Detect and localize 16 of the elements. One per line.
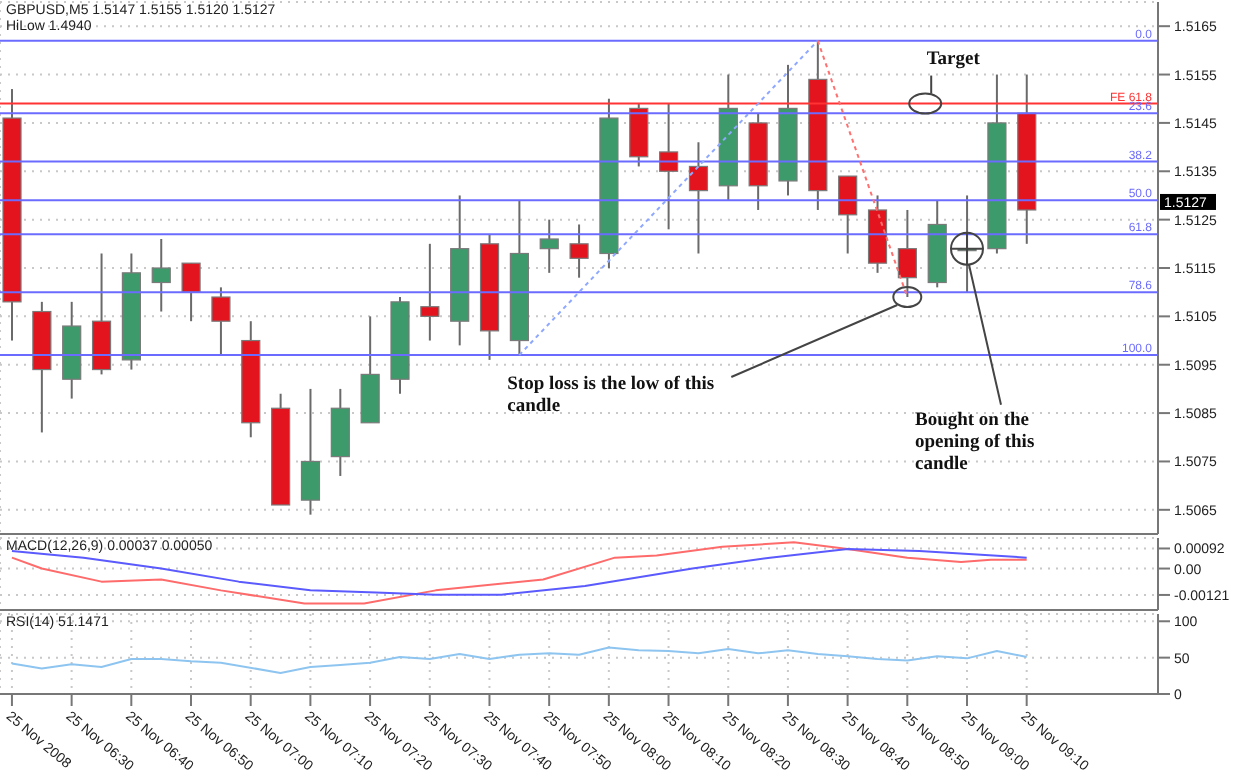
- candlestick: [181, 262, 201, 323]
- candlestick: [420, 242, 440, 342]
- annotation: Bought on the opening of this candle: [914, 410, 1035, 475]
- candlestick: [897, 208, 917, 299]
- candlestick: [688, 141, 709, 255]
- annotation: Stop loss is the low of this candle: [507, 375, 715, 418]
- candlestick: [838, 175, 858, 255]
- candlestick: [151, 237, 171, 313]
- candlestick: [569, 223, 589, 279]
- candlestick: [300, 387, 321, 516]
- candlestick: [539, 218, 559, 274]
- candlestick: [659, 102, 679, 231]
- candlestick: [211, 286, 231, 357]
- annotation: Target: [926, 49, 982, 70]
- line-series: [10, 646, 1028, 674]
- line-series: [10, 541, 1028, 605]
